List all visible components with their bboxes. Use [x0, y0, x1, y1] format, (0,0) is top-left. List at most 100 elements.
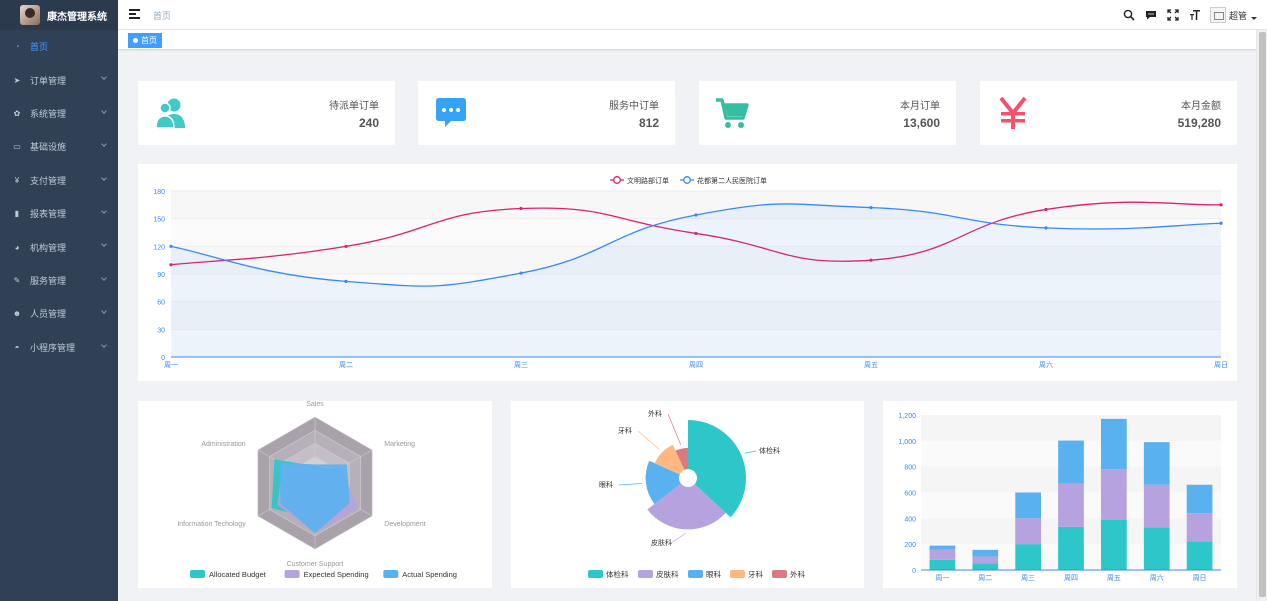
bar-segment[interactable] [1101, 418, 1127, 470]
y-tick-label: 60 [157, 300, 165, 307]
bar-segment[interactable] [1058, 483, 1084, 527]
data-point[interactable] [1219, 203, 1223, 207]
pie-slice[interactable] [645, 460, 681, 504]
data-point[interactable] [344, 244, 348, 248]
x-tick-label: 周三 [1021, 574, 1035, 582]
panel-monthly-amount[interactable]: 本月金额 519,280 [980, 81, 1237, 145]
bar-segment[interactable] [1015, 518, 1041, 545]
scrollbar-thumb[interactable] [1259, 32, 1266, 597]
bar-segment[interactable] [1101, 519, 1127, 570]
legend-item[interactable]: 眼科 [688, 569, 721, 579]
legend-item[interactable]: 体检科 [588, 569, 629, 579]
radar-chart[interactable]: Sales Marketing Development Customer Suppor… [138, 401, 492, 588]
data-point[interactable] [869, 206, 873, 210]
sidebar-item-3[interactable]: ▭ 基础设施 [0, 130, 118, 163]
bar-segment[interactable] [1186, 541, 1213, 570]
bar-segment[interactable] [1186, 484, 1213, 514]
sidebar-item-4[interactable]: ¥ 支付管理 [0, 164, 118, 197]
legend-item[interactable]: 皮肤科 [638, 569, 679, 579]
tag-home[interactable]: 首页 [128, 33, 162, 48]
sidebar-item-8[interactable]: ☻ 人员管理 [0, 297, 118, 330]
data-point[interactable] [519, 206, 523, 211]
bar-segment[interactable] [1143, 442, 1170, 485]
pie-slice[interactable] [675, 447, 688, 470]
label-line [637, 430, 660, 450]
data-point[interactable] [694, 213, 698, 217]
bar-segment[interactable] [1015, 492, 1041, 519]
sidebar-item-0[interactable]: ◔ 首页 [0, 30, 118, 63]
bar-segment[interactable] [1058, 526, 1084, 570]
bar-segment[interactable] [1058, 440, 1084, 484]
legend-label: 皮肤科 [656, 569, 679, 579]
legend-item[interactable]: 外科 [772, 569, 805, 579]
pie-slice[interactable] [647, 483, 726, 530]
bar-segment[interactable] [972, 549, 999, 557]
data-point[interactable] [169, 263, 173, 267]
legend-label: 牙科 [748, 569, 763, 579]
hamburger-icon[interactable] [129, 9, 140, 19]
legend-item[interactable]: 花都第二人民医院订单 [680, 176, 767, 185]
panel-value: 13,600 [903, 116, 940, 130]
panel-value: 240 [358, 116, 379, 130]
caret-down-icon[interactable] [1251, 16, 1257, 20]
bar-chart[interactable]: 0 200 400 600 800 1,000 1,200 周一 周二 周三 周四 周五 周六 周日 [883, 401, 1237, 588]
legend-item[interactable]: 文明路部订单 [610, 176, 669, 185]
search-icon[interactable] [1118, 0, 1140, 30]
legend-item[interactable]: Allocated Budget [190, 570, 267, 579]
bar-segment[interactable] [972, 556, 999, 564]
data-point[interactable] [1044, 207, 1048, 212]
font-size-icon[interactable] [1184, 0, 1206, 30]
legend-item[interactable]: 牙科 [730, 569, 763, 579]
sidebar-item-1[interactable]: ➤ 订单管理 [0, 63, 118, 96]
avatar[interactable] [1209, 7, 1226, 23]
data-point[interactable] [344, 279, 348, 283]
legend-item[interactable]: Expected Spending [284, 570, 369, 579]
panel-monthly-orders[interactable]: 本月订单 13,600 [699, 81, 956, 145]
line-chart[interactable]: 0 30 60 90 120 150 180 周一 周二 周三 周四 周五 周六 周日 文明路部订单 花都第二… [138, 164, 1237, 381]
x-tick-label: 周五 [1107, 574, 1121, 582]
pie-slice[interactable] [654, 444, 685, 475]
bar-segment[interactable] [1143, 484, 1170, 528]
panel-pending-orders[interactable]: 待派单订单 240 [138, 81, 395, 145]
bar-segment[interactable] [1186, 513, 1213, 542]
data-point[interactable] [694, 231, 698, 236]
sidebar-item-5[interactable]: ▮ 报表管理 [0, 197, 118, 230]
bar-segment[interactable] [929, 559, 956, 570]
bar-segment[interactable] [1015, 544, 1041, 570]
x-tick-label: 周一 [935, 574, 949, 582]
sidebar-item-9[interactable]: ◓ 小程序管理 [0, 331, 118, 364]
bar-segment[interactable] [1143, 527, 1170, 570]
bar-segment[interactable] [1101, 469, 1127, 520]
bar-chart-icon: ▮ [14, 209, 20, 219]
breadcrumb[interactable]: 首页 [153, 11, 172, 21]
yen-icon [999, 96, 1027, 129]
x-tick-label: 周二 [978, 574, 992, 582]
bar-segment[interactable] [929, 549, 956, 560]
data-point[interactable] [1044, 226, 1048, 230]
panel-in-service-orders[interactable]: 服务中订单 812 [418, 81, 675, 145]
sidebar-item-2[interactable]: ✿ 系统管理 [0, 97, 118, 130]
data-point[interactable] [169, 244, 173, 248]
logo[interactable]: 康杰管理系统 [0, 0, 118, 30]
y-tick-label: 0 [912, 568, 916, 575]
legend-item[interactable]: Actual Spending [383, 570, 457, 579]
bar-segment[interactable] [972, 563, 999, 570]
legend-label: Expected Spending [304, 570, 369, 579]
logo-image [20, 5, 40, 25]
data-point[interactable] [519, 271, 523, 275]
send-icon: ➤ [13, 75, 21, 85]
chevron-down-icon [101, 341, 107, 348]
sidebar-item-7[interactable]: ✎ 服务管理 [0, 264, 118, 297]
message-icon[interactable] [1140, 0, 1162, 30]
data-point[interactable] [1219, 221, 1223, 225]
page-scrollbar[interactable] [1256, 30, 1267, 601]
sidebar-item-6[interactable]: ◕ 机构管理 [0, 230, 118, 263]
user-name[interactable]: 超管 [1228, 10, 1247, 21]
pie-chart-card: 体检科 皮肤科 眼科 牙科 外科 体检科 皮肤科 眼科 牙科 外科 [511, 401, 864, 588]
radar-series-area[interactable] [280, 462, 350, 534]
bar-segment[interactable] [929, 545, 956, 550]
pie-slice[interactable] [688, 420, 746, 518]
data-point[interactable] [869, 258, 873, 262]
fullscreen-icon[interactable] [1162, 0, 1184, 30]
